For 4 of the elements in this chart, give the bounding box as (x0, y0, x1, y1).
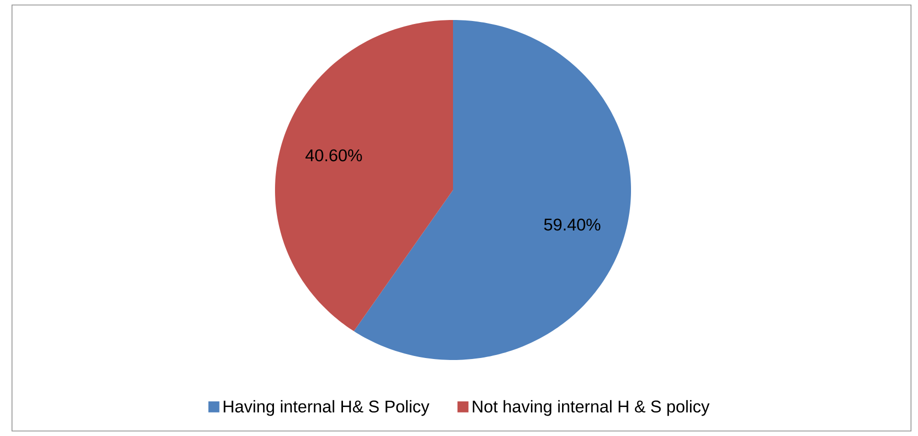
data-label: 59.40% (544, 218, 600, 231)
data-label: 40.60% (305, 149, 362, 162)
legend-label: Not having internal H & S policy (472, 400, 710, 416)
legend-label: Having internal H& S Policy (224, 400, 430, 416)
